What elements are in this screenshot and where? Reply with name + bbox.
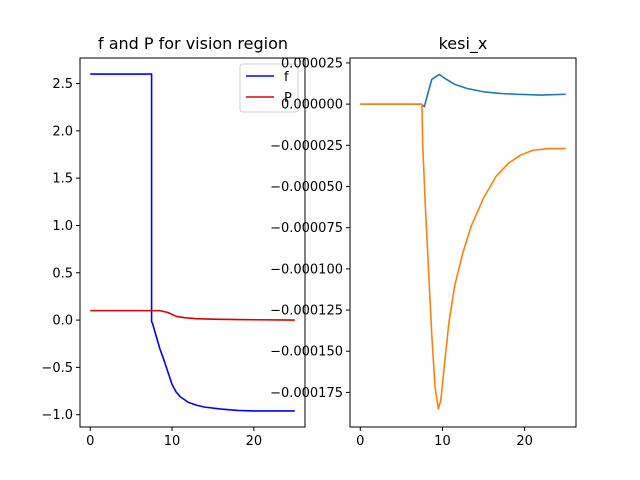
y-tick-label: 0.000000 [281, 98, 343, 113]
chart-f-and-p: f and P for vision region 0 10 20 −1.0 −0.5… [41, 34, 306, 449]
y-tick-label: 1.0 [52, 219, 73, 234]
x-tick-label: 10 [434, 434, 451, 449]
series-line-f [90, 73, 295, 412]
y-tick-label: −0.000025 [270, 139, 343, 154]
x-tick-label: 20 [246, 434, 263, 449]
legend-label-p: P [284, 91, 292, 106]
x-axis: 0 10 20 [86, 427, 262, 449]
y-tick-label: −0.000150 [270, 345, 343, 360]
axes-frame [349, 57, 577, 428]
y-tick-label: 0.0 [52, 314, 73, 329]
series-line-1 [360, 73, 566, 108]
y-axis: 0.000025 0.000000 −0.000025 −0.000050 −0.000… [270, 56, 350, 401]
y-tick-label: 0.5 [52, 266, 73, 281]
chart-kesi-x: kesi_x 0 10 20 0.000025 0.000000 −0.000025 −0… [270, 34, 577, 449]
series-layer [360, 73, 566, 410]
x-tick-label: 20 [516, 434, 533, 449]
legend: f P [239, 63, 299, 113]
y-tick-label: −0.5 [41, 361, 73, 376]
x-tick-label: 0 [356, 434, 364, 449]
y-tick-label: 1.5 [52, 172, 73, 187]
chart-title: f and P for vision region [98, 34, 288, 53]
series-line-p [90, 309, 295, 321]
y-tick-label: −0.000050 [270, 180, 343, 195]
y-tick-label: −0.000075 [270, 221, 343, 236]
axes-frame [79, 57, 306, 428]
y-axis: −1.0 −0.5 0.0 0.5 1.0 1.5 2.0 2.5 [41, 77, 80, 423]
legend-label-f: f [284, 70, 289, 85]
y-tick-label: 2.5 [52, 77, 73, 92]
y-tick-label: 2.0 [52, 124, 73, 139]
y-tick-label: −1.0 [41, 408, 73, 423]
x-tick-label: 0 [86, 434, 94, 449]
y-tick-label: 0.000025 [281, 56, 343, 71]
chart-title: kesi_x [439, 34, 488, 54]
y-tick-label: −0.000125 [270, 304, 343, 319]
y-tick-label: −0.000100 [270, 262, 343, 277]
series-line-2 [360, 103, 566, 410]
series-layer [90, 73, 295, 412]
y-tick-label: −0.000175 [270, 386, 343, 401]
x-tick-label: 10 [164, 434, 181, 449]
x-axis: 0 10 20 [356, 427, 533, 449]
